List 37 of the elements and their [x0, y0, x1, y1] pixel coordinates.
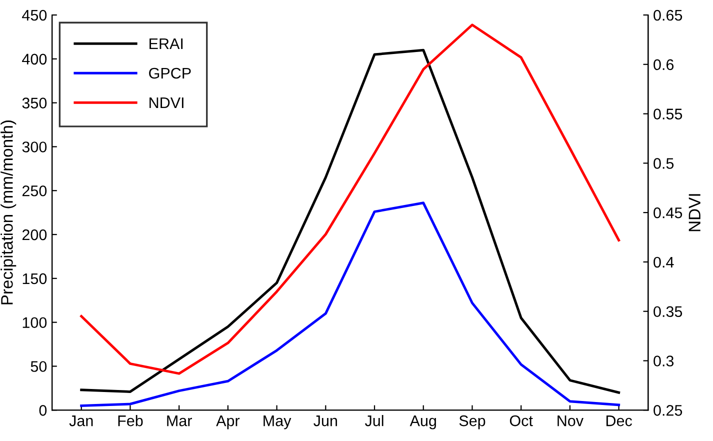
y2-tick-label: 0.55 — [654, 108, 682, 120]
x-tick-label: Jan — [69, 416, 93, 426]
y2-tick-label: 0.4 — [654, 256, 674, 268]
y2-tick-label: 0.45 — [654, 207, 682, 218]
legend-label: GPCP — [149, 68, 191, 79]
legend-label: ERAI — [150, 38, 183, 49]
y2-tick-label: 0.35 — [654, 306, 682, 318]
y2-tick-label: 0.6 — [654, 59, 674, 70]
x-tick-label: Oct — [510, 415, 533, 426]
x-tick-label: Mar — [167, 416, 192, 426]
x-tick-label: May — [264, 416, 292, 430]
x-tick-label: Apr — [216, 416, 240, 430]
x-tick-label: Sep — [459, 415, 486, 430]
line-series — [80, 202, 620, 407]
y-tick-label: 450 — [22, 10, 47, 21]
y-tick-label: 250 — [22, 185, 47, 196]
x-tick-label: Nov — [558, 416, 584, 426]
x-tick-label: Jul — [364, 414, 384, 426]
y-tick-label: 400 — [22, 54, 47, 65]
y-axis-title: Precipitation (mm/month) — [0, 120, 16, 304]
x-tick-label: Jun — [314, 416, 337, 426]
y-tick-label: 0 — [39, 405, 47, 416]
y2-tick-label: 0.65 — [654, 10, 682, 21]
legend-label: NDVI — [150, 98, 184, 108]
y-tick-label: 150 — [22, 273, 47, 284]
y-tick-label: 300 — [22, 142, 47, 152]
y-tick-label: 50 — [30, 361, 47, 372]
y-tick-label: 100 — [22, 317, 47, 328]
y2-tick-label: 0.3 — [654, 356, 674, 366]
y2-tick-label: 0.5 — [654, 158, 674, 169]
y2-axis-title: NDVI — [688, 194, 700, 232]
x-tick-label: Aug — [410, 416, 436, 430]
y-tick-label: 350 — [22, 98, 47, 108]
x-tick-label: Feb — [118, 414, 143, 426]
y-tick-label: 200 — [22, 229, 47, 240]
x-tick-label: Dec — [606, 416, 632, 426]
y2-tick-label: 0.25 — [654, 405, 682, 416]
